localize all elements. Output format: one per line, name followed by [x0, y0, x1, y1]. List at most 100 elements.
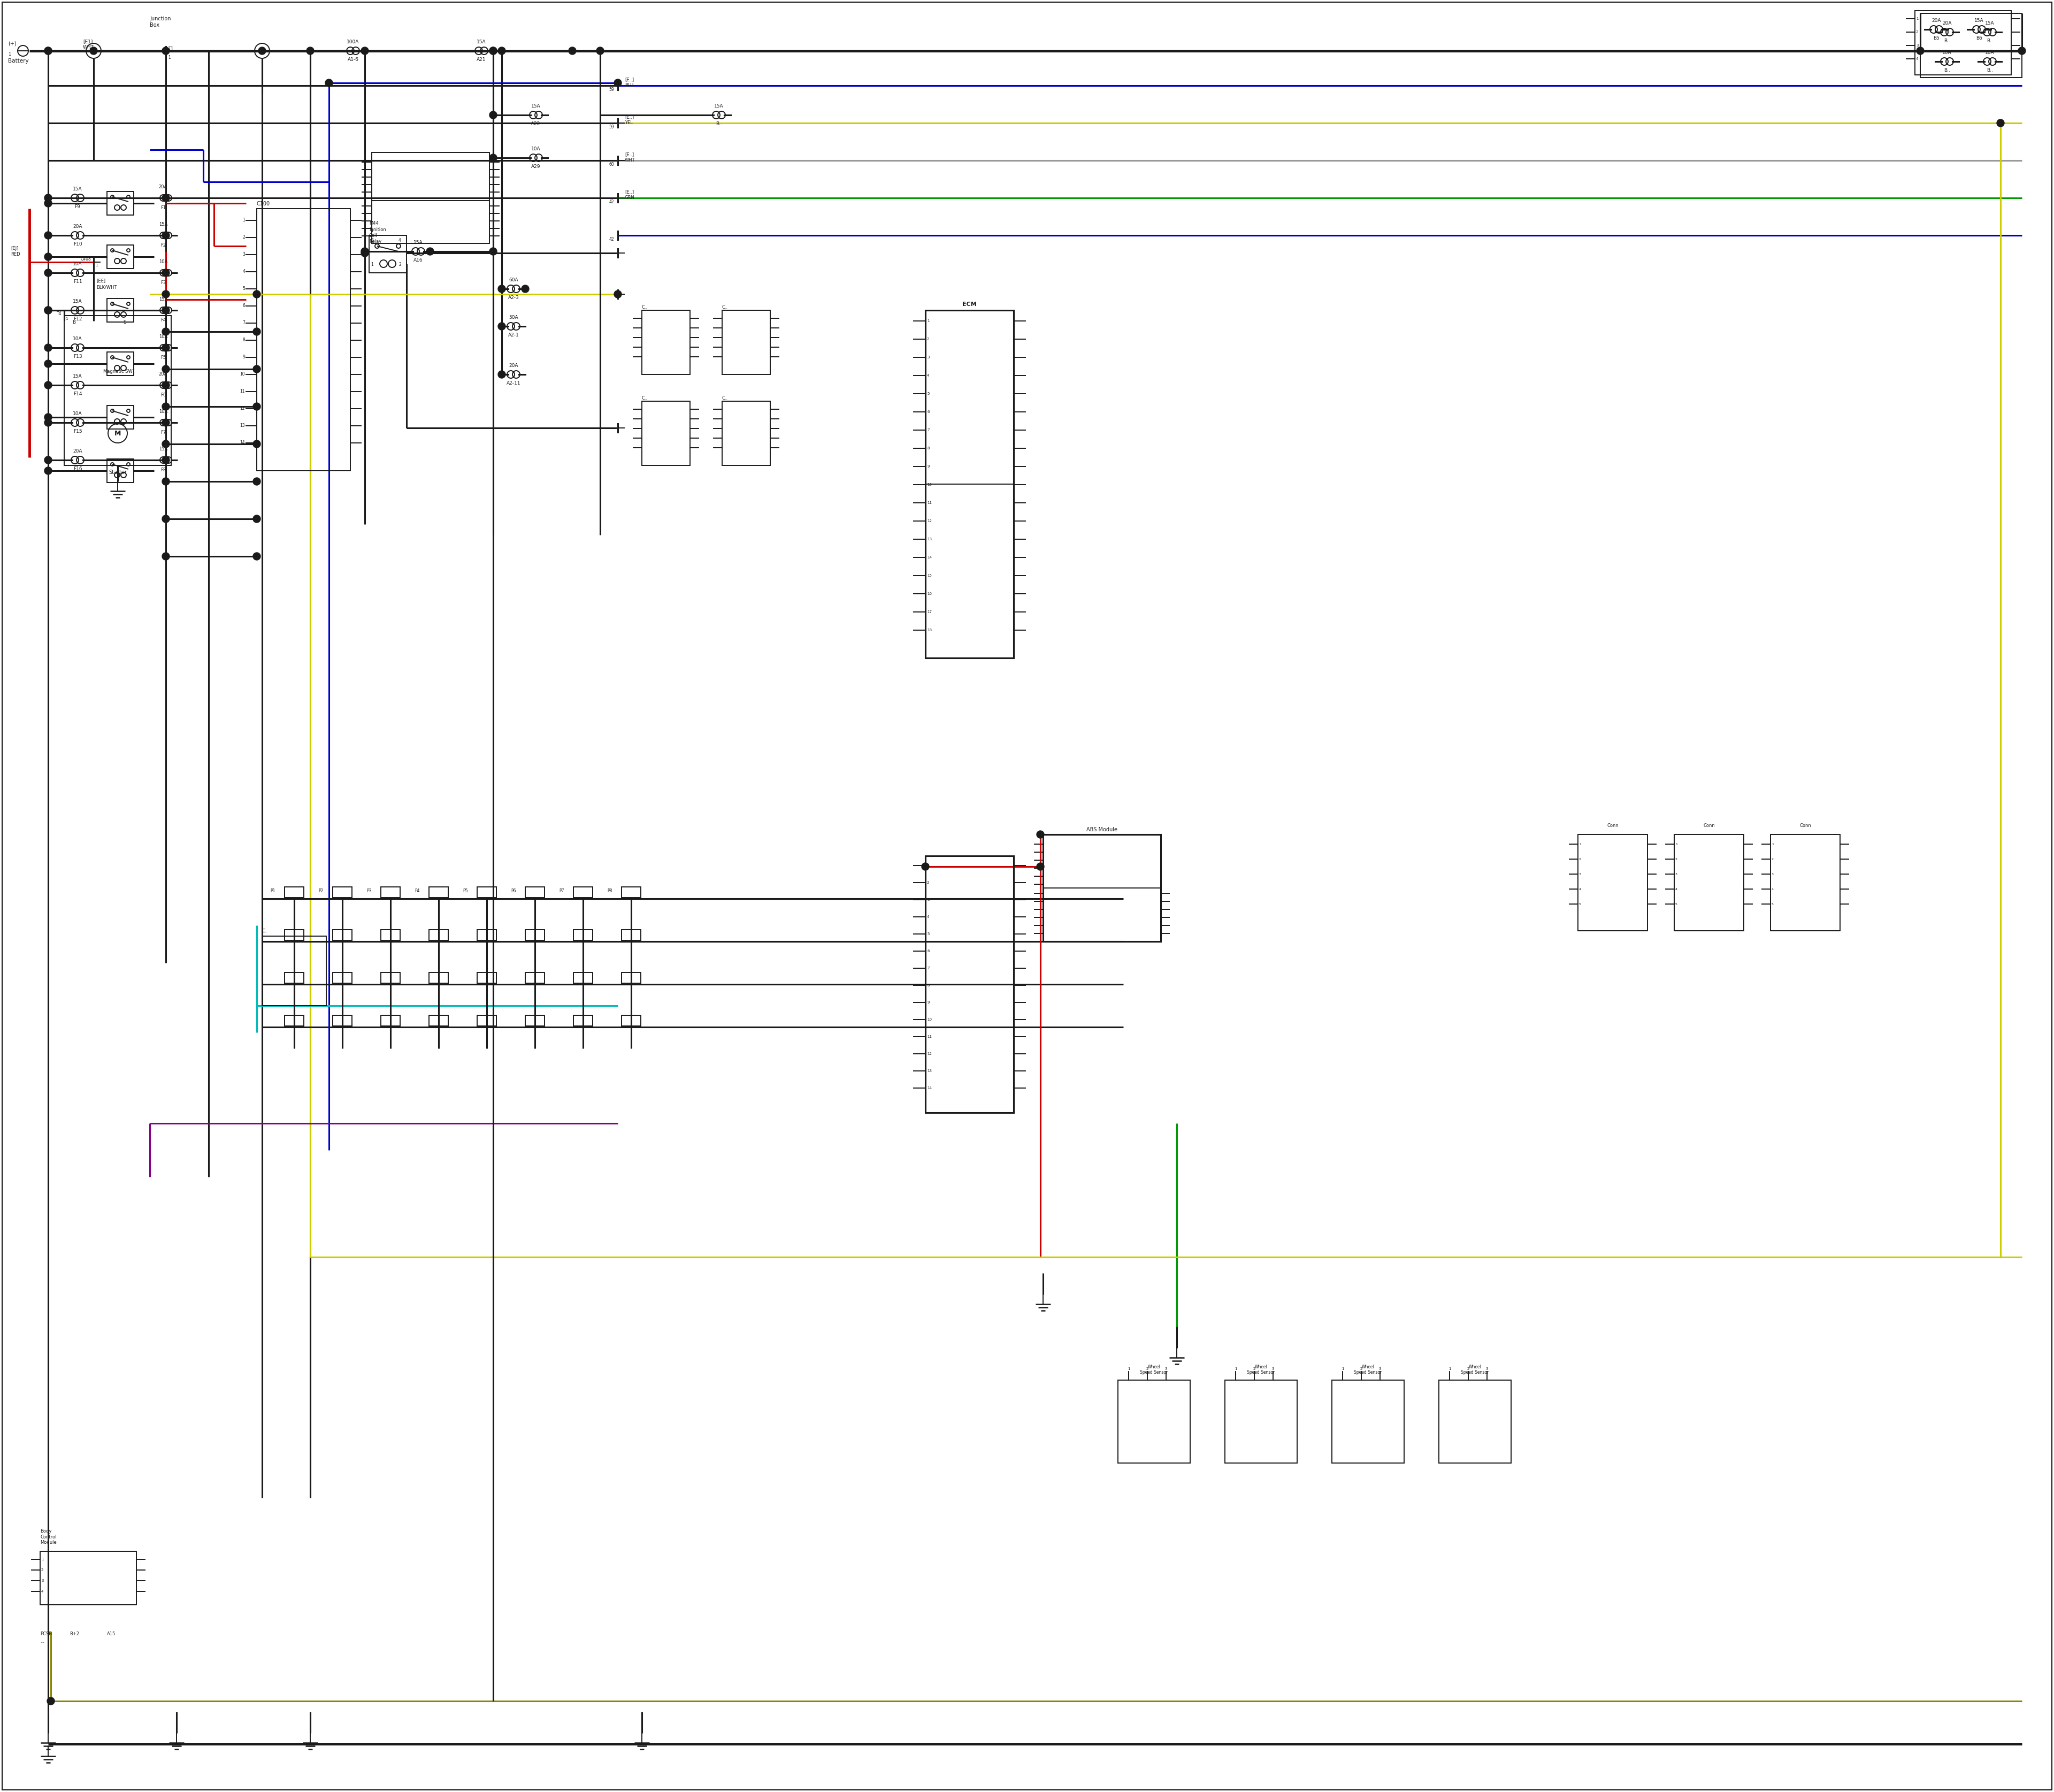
- Bar: [477, 973, 497, 984]
- Bar: [723, 310, 770, 375]
- Text: 15A: 15A: [715, 104, 723, 109]
- Circle shape: [162, 47, 170, 54]
- Circle shape: [489, 47, 497, 54]
- Circle shape: [162, 552, 170, 561]
- Text: 7: 7: [926, 428, 928, 432]
- Text: 1: 1: [370, 262, 374, 267]
- Text: A1-6: A1-6: [347, 57, 359, 63]
- Text: 4: 4: [41, 1590, 43, 1593]
- Circle shape: [489, 247, 497, 254]
- Circle shape: [162, 382, 170, 389]
- Text: [EJ]: [EJ]: [10, 246, 18, 251]
- Circle shape: [45, 253, 51, 260]
- Circle shape: [253, 441, 261, 448]
- Bar: [429, 1016, 448, 1027]
- Bar: [372, 152, 489, 244]
- Text: F11: F11: [74, 280, 82, 285]
- Text: A2-3: A2-3: [507, 296, 520, 299]
- Text: 3: 3: [41, 1579, 43, 1582]
- Text: ECM: ECM: [963, 301, 976, 306]
- Text: T4: T4: [55, 312, 62, 315]
- Text: F8: F8: [160, 468, 166, 473]
- Text: 3: 3: [1771, 873, 1775, 876]
- Text: F6: F6: [160, 392, 166, 398]
- Text: 1: 1: [66, 317, 68, 321]
- Text: Conn: Conn: [1799, 823, 1812, 828]
- Bar: [622, 1016, 641, 1027]
- Text: Ignition: Ignition: [370, 228, 386, 233]
- Text: 3: 3: [1165, 1367, 1167, 1371]
- Text: 3: 3: [1916, 43, 1918, 47]
- Text: C..: C..: [263, 928, 269, 934]
- Bar: [107, 405, 134, 428]
- Text: P1: P1: [271, 889, 275, 894]
- Text: Conn: Conn: [1606, 823, 1619, 828]
- Circle shape: [162, 514, 170, 523]
- Text: 2: 2: [1360, 1367, 1362, 1371]
- Text: 2: 2: [1676, 858, 1678, 860]
- Bar: [1117, 1380, 1189, 1462]
- Text: 10A: 10A: [1943, 50, 1951, 56]
- Text: A16: A16: [413, 258, 423, 263]
- Text: (+): (+): [8, 41, 16, 47]
- Bar: [286, 887, 304, 898]
- Text: 11: 11: [240, 389, 244, 394]
- Text: F5: F5: [160, 355, 166, 360]
- Text: 1: 1: [1916, 18, 1918, 20]
- Circle shape: [45, 269, 51, 276]
- Text: 3: 3: [1580, 873, 1582, 876]
- Text: F7: F7: [160, 430, 166, 435]
- Text: Wheel
Speed Sensor: Wheel Speed Sensor: [1247, 1364, 1276, 1374]
- Text: 8: 8: [926, 446, 928, 450]
- Text: 100A: 100A: [347, 39, 359, 45]
- Circle shape: [45, 457, 51, 464]
- Text: PCSB: PCSB: [41, 1631, 51, 1636]
- Text: [E..]: [E..]: [624, 115, 635, 120]
- Text: 10: 10: [926, 1018, 933, 1021]
- Text: M44: M44: [370, 220, 378, 226]
- Text: ABS Module: ABS Module: [1087, 826, 1117, 831]
- Bar: [573, 887, 594, 898]
- Text: 8: 8: [242, 339, 244, 342]
- Text: 10A: 10A: [158, 409, 168, 414]
- Text: P5: P5: [462, 889, 468, 894]
- Text: 17: 17: [926, 611, 933, 613]
- Text: 2: 2: [1146, 1367, 1148, 1371]
- Text: C408: C408: [80, 256, 90, 262]
- Text: BLU: BLU: [624, 82, 633, 88]
- Text: 10A: 10A: [158, 260, 168, 263]
- Circle shape: [162, 194, 170, 202]
- Circle shape: [45, 419, 51, 426]
- Bar: [1043, 835, 1161, 941]
- Bar: [286, 930, 304, 941]
- Circle shape: [427, 247, 433, 254]
- Circle shape: [162, 269, 170, 276]
- Text: 4: 4: [1916, 57, 1918, 61]
- Text: 1: 1: [242, 219, 244, 222]
- Text: 42: 42: [608, 237, 614, 242]
- Bar: [380, 930, 401, 941]
- Text: 12: 12: [926, 520, 933, 523]
- Bar: [622, 930, 641, 941]
- Text: 3: 3: [1271, 1367, 1273, 1371]
- Bar: [286, 1016, 304, 1027]
- Text: P2: P2: [318, 889, 322, 894]
- Text: C..: C..: [723, 396, 727, 401]
- Bar: [723, 401, 770, 466]
- Text: 16: 16: [926, 591, 933, 595]
- Text: 15A: 15A: [413, 240, 423, 246]
- Circle shape: [489, 111, 497, 118]
- Circle shape: [162, 328, 170, 335]
- Text: F3: F3: [160, 280, 166, 285]
- Circle shape: [497, 371, 505, 378]
- Bar: [1224, 1380, 1298, 1462]
- Circle shape: [1037, 862, 1043, 871]
- Text: 5: 5: [1580, 903, 1582, 905]
- Text: 4: 4: [1771, 887, 1775, 891]
- Text: 1: 1: [1341, 1367, 1343, 1371]
- Text: 15A: 15A: [72, 186, 82, 192]
- Text: 8: 8: [926, 984, 928, 987]
- Bar: [1331, 1380, 1405, 1462]
- Circle shape: [922, 862, 928, 871]
- Text: Box: Box: [150, 23, 160, 29]
